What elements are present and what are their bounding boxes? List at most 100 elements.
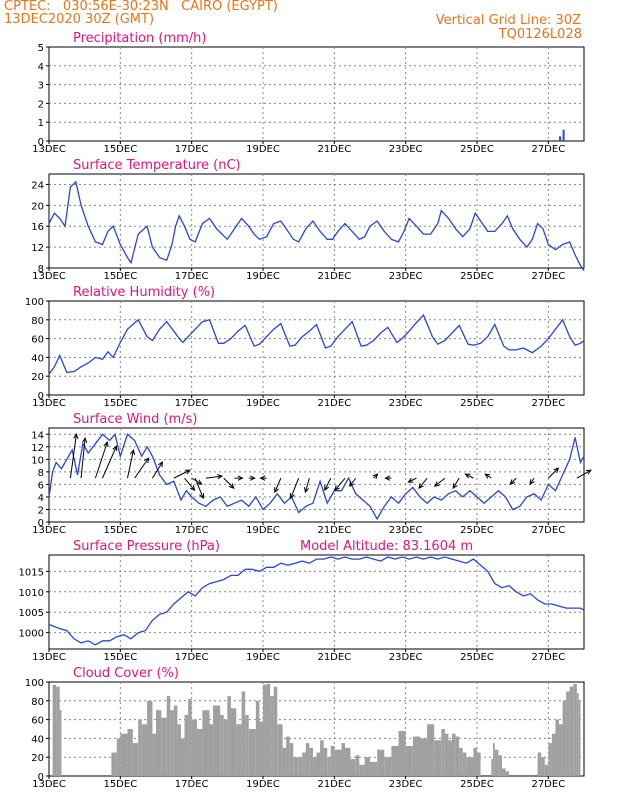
cloud-cover-bar — [312, 757, 317, 776]
wind-arrow-head — [143, 457, 150, 464]
wind-arrow — [80, 438, 86, 479]
cloud-cover-bar — [156, 710, 162, 776]
xtick-label: 17DEC — [175, 779, 209, 790]
cloud-cover-bar — [412, 736, 420, 776]
cloud-cover-bar — [302, 752, 306, 776]
panel-title: Relative Humidity (%) — [73, 285, 215, 300]
cloud-cover-bar — [316, 752, 321, 776]
xtick-label: 25DEC — [460, 398, 494, 409]
cloud-cover-bar — [559, 724, 563, 776]
ytick-label: 8 — [38, 468, 44, 479]
ytick-label: 0 — [38, 137, 44, 148]
wind-arrow-head — [103, 441, 109, 448]
xtick-label: 15DEC — [103, 271, 137, 282]
xtick-label: 19DEC — [246, 652, 280, 663]
cloud-cover-bar — [462, 752, 467, 776]
ytick-label: 2 — [38, 99, 44, 110]
xtick-label: 15DEC — [103, 144, 137, 155]
cloud-cover-bar — [236, 724, 242, 776]
cloud-cover-bar — [273, 686, 278, 776]
ytick-label: 0 — [38, 518, 44, 529]
ytick-label: 80 — [31, 697, 44, 708]
cloud-cover-bar — [282, 747, 287, 776]
xtick-label: 21DEC — [317, 525, 351, 536]
cloud-cover-bar — [305, 743, 310, 776]
wind-arrow — [334, 477, 346, 491]
cloud-cover-bar — [494, 749, 499, 776]
wind-arrow-head — [157, 461, 164, 468]
panel-4 — [46, 427, 592, 525]
cloud-cover-bar — [241, 691, 246, 776]
cloud-cover-bar — [293, 757, 299, 776]
wind-arrow — [205, 475, 222, 479]
cloud-cover-bar — [132, 743, 139, 776]
wind-arrow-head — [484, 473, 491, 479]
cloud-cover-bar — [544, 764, 549, 776]
cloud-cover-bar — [323, 747, 328, 776]
xtick-label: 23DEC — [389, 271, 423, 282]
cloud-cover-bar — [334, 749, 342, 776]
xtick-label: 23DEC — [389, 144, 423, 155]
wind-arrow-head — [529, 479, 535, 486]
wind-arrow — [69, 434, 77, 479]
ytick-label: 100 — [25, 678, 44, 689]
cloud-cover-bar — [147, 700, 153, 776]
series-line — [48, 556, 585, 646]
xtick-label: 27DEC — [531, 779, 565, 790]
cloud-cover-bar — [213, 705, 221, 776]
series-line — [48, 313, 585, 375]
wind-arrow-head — [585, 469, 592, 475]
cloud-cover-bar — [309, 747, 313, 776]
cloud-cover-bar — [355, 755, 360, 776]
cloud-cover-bar — [230, 708, 237, 776]
cloud-cover-bar — [266, 683, 271, 776]
cloud-cover-bar — [370, 761, 378, 776]
cloud-cover-bar — [138, 719, 142, 776]
cloud-cover-bar — [270, 696, 274, 776]
xtick-label: 17DEC — [175, 398, 209, 409]
cloud-cover-bar — [180, 738, 185, 776]
wind-arrow-head — [452, 483, 458, 490]
xtick-label: 17DEC — [175, 144, 209, 155]
cloud-cover-bar — [455, 736, 460, 776]
wind-arrow-head — [289, 493, 295, 500]
wind-arrow — [304, 477, 310, 493]
cloud-cover-bar — [573, 683, 577, 776]
ytick-label: 80 — [31, 316, 44, 327]
wind-arrow-head — [434, 481, 440, 487]
header-model-code: TQ0126L028 — [498, 27, 582, 42]
ytick-label: 0 — [38, 772, 44, 783]
panel-frame — [48, 300, 585, 396]
cloud-cover-bar — [177, 724, 181, 776]
ytick-label: 3 — [38, 81, 44, 92]
panel-title: Surface Pressure (hPa) — [73, 539, 220, 554]
cloud-cover-bar — [248, 729, 256, 776]
cloud-cover-bar — [452, 733, 456, 776]
wind-arrow-head — [324, 485, 330, 492]
wind-arrow — [452, 477, 460, 489]
wind-arrow — [134, 457, 150, 479]
xtick-label: 15DEC — [103, 525, 137, 536]
panel-title: Surface Temperature (nC) — [73, 158, 241, 173]
cloud-cover-bar — [444, 733, 449, 776]
cloud-cover-bar — [286, 736, 290, 776]
header-init-time: 13DEC2020 30Z (GMT) — [4, 12, 155, 27]
wind-arrow-head — [553, 467, 560, 474]
cloud-cover-bar — [330, 745, 335, 776]
xtick-label: 19DEC — [246, 525, 280, 536]
wind-arrow-head — [304, 487, 310, 494]
xtick-label: 27DEC — [531, 652, 565, 663]
cloud-cover-bar — [359, 764, 365, 776]
cloud-cover-bar — [562, 700, 567, 776]
xtick-label: 23DEC — [389, 525, 423, 536]
ytick-label: 40 — [31, 734, 44, 745]
xtick-label: 21DEC — [317, 398, 351, 409]
cloud-cover-bar — [569, 686, 574, 776]
panel-5 — [46, 554, 585, 652]
ytick-label: 14 — [31, 430, 44, 441]
wind-arrow-head — [112, 445, 118, 452]
cloud-cover-bar — [537, 752, 542, 776]
cloud-cover-bar — [152, 733, 156, 776]
wind-arrow — [509, 477, 517, 485]
